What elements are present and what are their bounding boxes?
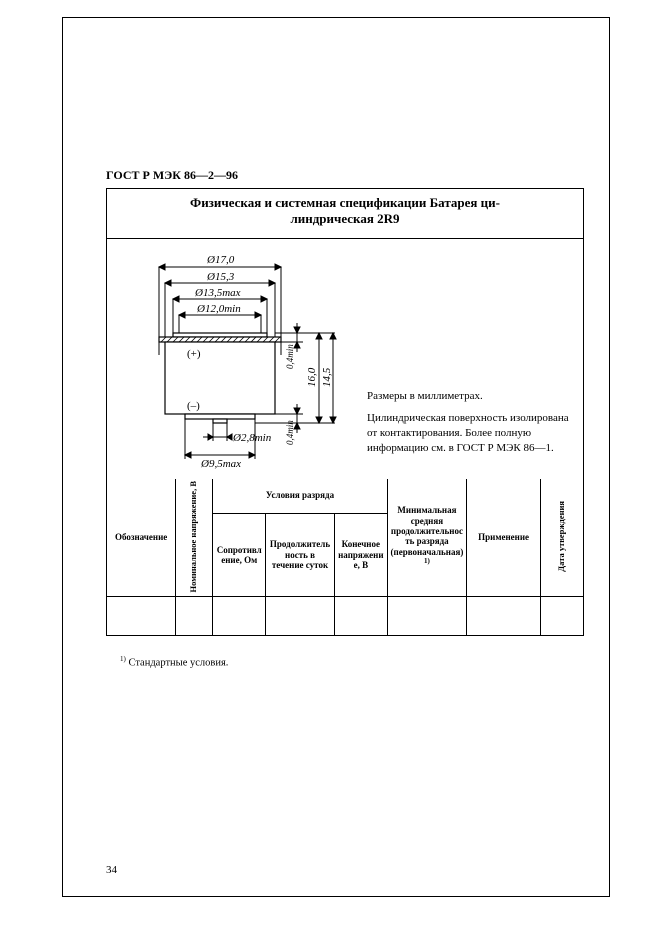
th-duration: Продолжительность в течение суток [266,513,335,597]
content-frame: Физическая и системная спецификации Бата… [106,188,584,636]
th-designation: Обозначение [107,479,176,597]
dim-d17: Ø17,0 [206,254,235,266]
footnote-text: Стандартные условия. [128,658,228,669]
footnote: 1) Стандартные условия. [120,655,228,669]
th-approval-date: Дата утверждения [541,479,583,597]
diagram-notes: Размеры в миллиметрах. Цилиндрическая по… [367,389,572,464]
footnote-marker: 1) [120,655,126,663]
polarity-minus: (–) [187,400,200,412]
note-units: Размеры в миллиметрах. [367,389,572,404]
th-end-voltage: Конечное напряжение, В [334,513,387,597]
polarity-plus: (+) [187,348,201,360]
dim-h04b: 0,4min [285,419,295,444]
battery-diagram: Ø17,0 Ø15,3 Ø13,5max Ø12,0min Ø2,8min Ø9… [125,245,355,480]
th-application: Применение [467,479,541,597]
page-number: 34 [106,864,117,876]
dim-d28: Ø2,8min [232,432,272,444]
document-standard-code: ГОСТ Р МЭК 86—2—96 [106,168,238,183]
dim-d120: Ø12,0min [196,303,241,315]
dim-d135: Ø13,5max [194,287,241,299]
spec-table: Обозначение Номинальное напряжение, В Ус… [107,479,583,635]
dim-h145: 14,5 [321,367,333,387]
spec-title: Физическая и системная спецификации Бата… [107,189,583,239]
th-discharge-group: Условия разряда [213,479,388,514]
note-surface: Цилиндрическая поверхность изолирована о… [367,411,572,456]
th-resistance: Сопротивление, Ом [213,513,266,597]
th-min-avg: Минимальная средняя продолжительность ра… [387,479,466,597]
dim-h16: 16,0 [306,367,318,387]
diagram-area: Ø17,0 Ø15,3 Ø13,5max Ø12,0min Ø2,8min Ø9… [107,239,583,479]
table-row [107,597,583,635]
dim-d95: Ø9,5max [200,458,241,470]
title-line2: линдрическая 2R9 [119,211,571,227]
dim-d153: Ø15,3 [206,271,235,283]
dim-h04t: 0,4min [285,343,295,368]
title-line1: Физическая и системная спецификации Бата… [190,195,500,210]
th-nominal-voltage: Номинальное напряжение, В [176,479,213,597]
